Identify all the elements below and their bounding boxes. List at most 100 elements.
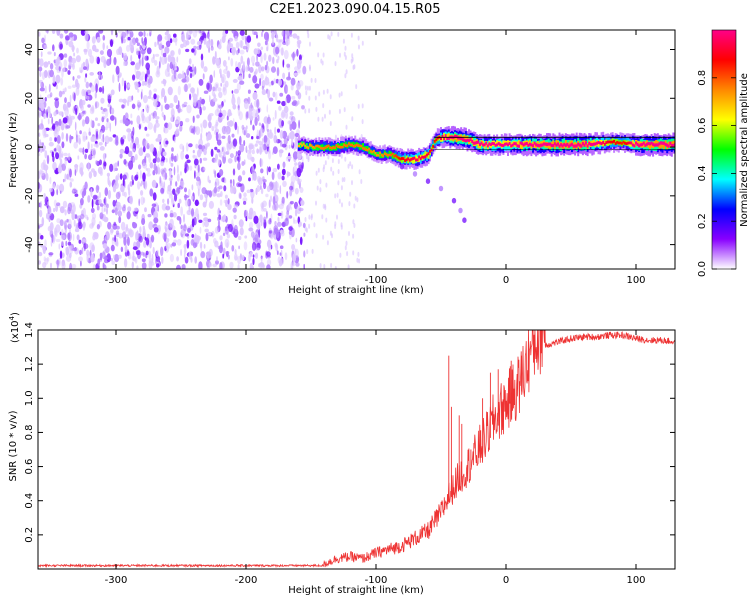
noise-speck — [286, 63, 291, 68]
noise-speck — [161, 91, 163, 99]
noise-speck — [92, 234, 96, 241]
noise-speck — [126, 211, 131, 220]
noise-speck — [226, 242, 229, 249]
noise-speck — [192, 63, 194, 71]
noise-speck — [186, 239, 190, 249]
noise-speck — [212, 97, 218, 103]
signal-cell — [578, 143, 581, 147]
signal-cell — [503, 142, 506, 146]
signal-cell — [347, 142, 350, 145]
noise-speck — [260, 73, 264, 80]
signal-cell — [411, 157, 414, 161]
noise-speck — [199, 97, 202, 103]
noise-speck — [338, 198, 341, 204]
noise-speck — [103, 161, 107, 167]
snr-panel: -300 -200 -100 0 100 0.20.40.60.81.01.21.4 H… — [8, 312, 676, 596]
noise-speck — [74, 214, 78, 219]
noise-speck — [98, 191, 102, 199]
noise-speck — [282, 59, 285, 68]
noise-speck — [58, 66, 61, 72]
noise-speck — [346, 251, 349, 257]
noise-speck — [290, 77, 296, 86]
signal-cell — [605, 141, 608, 144]
noise-speck — [81, 99, 86, 106]
signal-cell — [507, 140, 509, 146]
signal-cell — [376, 154, 378, 157]
noise-speck — [172, 212, 177, 218]
noise-speck — [63, 30, 69, 34]
y-tick-label: 0 — [24, 144, 35, 150]
noise-speck — [178, 198, 182, 204]
signal-cell — [391, 152, 394, 156]
noise-speck — [200, 36, 204, 40]
noise-speck — [307, 155, 310, 161]
signal-cell — [301, 144, 304, 147]
noise-speck — [171, 242, 177, 247]
noise-speck — [47, 201, 50, 206]
noise-speck — [237, 125, 239, 135]
signal-cell — [433, 140, 436, 143]
noise-speck — [186, 159, 191, 164]
noise-speck — [209, 74, 213, 84]
noise-speck — [230, 186, 234, 194]
x-tick-label: 100 — [626, 275, 645, 286]
noise-speck — [349, 191, 352, 197]
noise-speck — [74, 169, 77, 177]
noise-speck — [316, 185, 319, 191]
noise-speck — [187, 30, 192, 38]
noise-speck — [236, 96, 241, 106]
noise-speck — [136, 230, 139, 240]
noise-speck — [46, 30, 49, 34]
noise-speck — [164, 46, 170, 54]
noise-speck — [203, 244, 206, 249]
noise-speck — [221, 177, 225, 183]
x-tick-label: -200 — [235, 575, 258, 586]
signal-cell — [299, 142, 302, 145]
noise-speck — [357, 103, 360, 109]
noise-speck — [126, 128, 132, 133]
x-tick-label: -100 — [365, 275, 388, 286]
noise-speck — [289, 130, 295, 140]
noise-speck — [256, 47, 261, 55]
noise-speck — [248, 227, 254, 232]
noise-speck — [38, 225, 41, 229]
noise-speck — [281, 100, 286, 107]
noise-speck — [184, 161, 188, 169]
signal-cell — [352, 141, 355, 147]
noise-speck — [69, 262, 73, 269]
noise-speck — [154, 116, 160, 120]
noise-speck — [84, 181, 88, 190]
signal-cell — [486, 144, 489, 148]
noise-speck — [205, 232, 209, 242]
noise-speck — [261, 31, 263, 38]
signal-cell — [530, 143, 533, 147]
signal-cell — [558, 144, 561, 148]
branch-point — [412, 171, 418, 177]
noise-speck — [281, 196, 285, 204]
colorbar-tick-label: 0.2 — [697, 213, 708, 229]
noise-speck — [170, 108, 175, 118]
noise-speck — [151, 179, 157, 188]
noise-speck — [294, 187, 299, 195]
noise-speck — [202, 119, 208, 129]
noise-speck — [61, 151, 64, 159]
noise-speck — [51, 30, 56, 34]
noise-speck — [86, 249, 90, 257]
noise-speck — [140, 91, 143, 100]
signal-cell — [625, 142, 628, 145]
noise-speck — [209, 95, 211, 103]
noise-speck — [185, 142, 189, 152]
noise-speck — [295, 237, 298, 243]
noise-speck — [47, 118, 50, 125]
noise-speck — [83, 243, 89, 250]
signal-cell — [399, 157, 402, 161]
noise-speck — [136, 42, 140, 46]
noise-speck — [67, 241, 72, 246]
noise-speck — [325, 217, 328, 223]
noise-speck — [79, 130, 82, 135]
noise-speck — [183, 248, 187, 254]
noise-speck — [351, 180, 353, 186]
noise-speck — [267, 89, 270, 99]
noise-speck — [90, 253, 95, 263]
noise-speck — [296, 48, 299, 57]
